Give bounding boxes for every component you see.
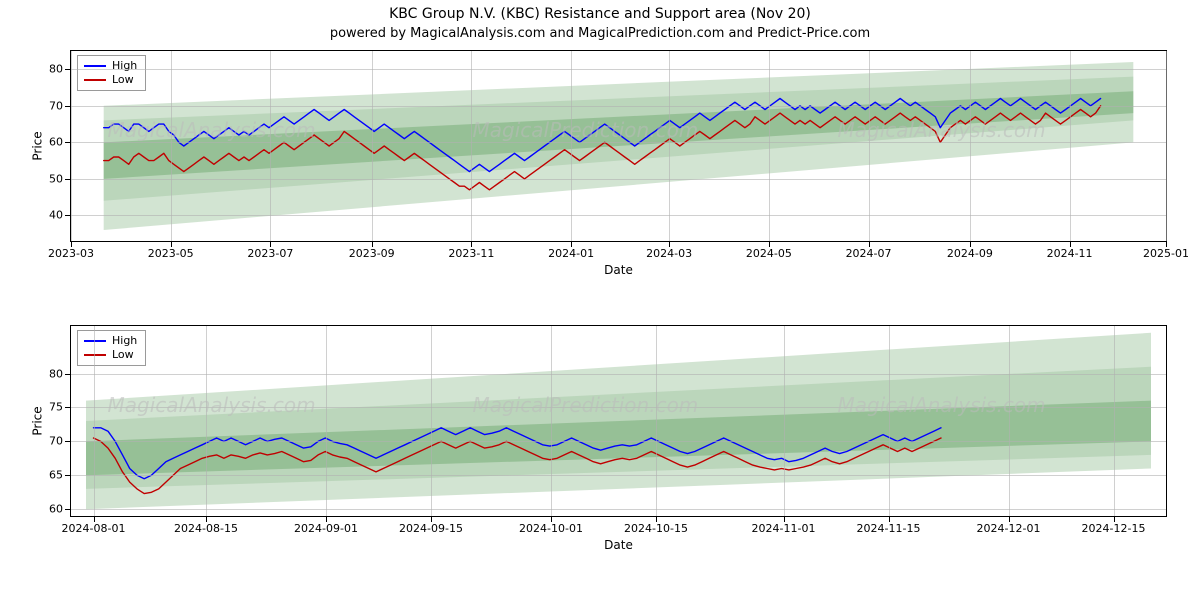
tick-x-label: 2024-07 xyxy=(846,247,892,260)
gridline-v xyxy=(471,51,472,241)
tick-x-label: 2023-03 xyxy=(48,247,94,260)
tick-x-label: 2024-09 xyxy=(947,247,993,260)
gridline-h xyxy=(71,179,1166,180)
y-axis-label-top: Price xyxy=(31,131,45,160)
y-axis-label-bottom: Price xyxy=(31,406,45,435)
legend-swatch-low xyxy=(84,79,106,81)
x-axis-label-bottom: Date xyxy=(71,538,1166,552)
plot-area-top xyxy=(71,51,1166,241)
tick-x-label: 2024-10-01 xyxy=(519,522,583,535)
gridline-v xyxy=(71,51,72,241)
legend-item-low: Low xyxy=(84,348,137,362)
gridline-v xyxy=(1166,51,1167,241)
gridline-h xyxy=(71,441,1166,442)
tick-x-label: 2024-12-15 xyxy=(1082,522,1146,535)
chart-title: KBC Group N.V. (KBC) Resistance and Supp… xyxy=(0,6,1200,22)
legend-item-high: High xyxy=(84,59,137,73)
tick-x-label: 2023-05 xyxy=(148,247,194,260)
tick-y-label: 80 xyxy=(49,367,63,380)
tick-y-label: 60 xyxy=(49,136,63,149)
gridline-v xyxy=(784,326,785,516)
legend-label-high: High xyxy=(112,59,137,73)
tick-x-label: 2024-03 xyxy=(646,247,692,260)
gridline-v xyxy=(171,51,172,241)
tick-y-label: 65 xyxy=(49,469,63,482)
figure: KBC Group N.V. (KBC) Resistance and Supp… xyxy=(0,0,1200,600)
legend-bottom: High Low xyxy=(77,330,146,366)
gridline-v xyxy=(869,51,870,241)
tick-y xyxy=(65,441,71,442)
gridline-v xyxy=(270,51,271,241)
gridline-v xyxy=(94,326,95,516)
legend-swatch-high xyxy=(84,65,106,67)
legend-label-high: High xyxy=(112,334,137,348)
gridline-h xyxy=(71,215,1166,216)
tick-x-label: 2024-09-01 xyxy=(294,522,358,535)
tick-x-label: 2024-08-15 xyxy=(174,522,238,535)
legend-label-low: Low xyxy=(112,73,134,87)
tick-x-label: 2023-09 xyxy=(349,247,395,260)
tick-x-label: 2024-09-15 xyxy=(399,522,463,535)
tick-y xyxy=(65,374,71,375)
gridline-h xyxy=(71,106,1166,107)
tick-x-label: 2024-05 xyxy=(746,247,792,260)
legend-item-high: High xyxy=(84,334,137,348)
tick-x-label: 2024-11-15 xyxy=(857,522,921,535)
tick-x-label: 2023-07 xyxy=(247,247,293,260)
gridline-v xyxy=(656,326,657,516)
gridline-v xyxy=(551,326,552,516)
legend-top: High Low xyxy=(77,55,146,91)
tick-y-label: 70 xyxy=(49,99,63,112)
tick-x-label: 2023-11 xyxy=(448,247,494,260)
gridline-h xyxy=(71,142,1166,143)
chart-subtitle: powered by MagicalAnalysis.com and Magic… xyxy=(0,26,1200,41)
tick-y xyxy=(65,475,71,476)
tick-x-label: 2024-11 xyxy=(1047,247,1093,260)
gridline-v xyxy=(431,326,432,516)
tick-x-label: 2024-10-15 xyxy=(624,522,688,535)
x-axis-label-top: Date xyxy=(71,263,1166,277)
tick-x-label: 2024-01 xyxy=(548,247,594,260)
gridline-v xyxy=(1009,326,1010,516)
gridline-v xyxy=(889,326,890,516)
tick-y-label: 40 xyxy=(49,209,63,222)
chart-panel-bottom: High Low Price Date 60657075802024-08-01… xyxy=(70,325,1167,517)
gridline-v xyxy=(1114,326,1115,516)
tick-y-label: 70 xyxy=(49,435,63,448)
tick-y-label: 60 xyxy=(49,503,63,516)
tick-x-label: 2025-01 xyxy=(1143,247,1189,260)
gridline-v xyxy=(372,51,373,241)
gridline-v xyxy=(970,51,971,241)
gridline-h xyxy=(71,475,1166,476)
tick-y-label: 80 xyxy=(49,63,63,76)
gridline-h xyxy=(71,407,1166,408)
tick-y xyxy=(65,407,71,408)
gridline-v xyxy=(571,51,572,241)
plot-area-bottom xyxy=(71,326,1166,516)
legend-label-low: Low xyxy=(112,348,134,362)
tick-y-label: 75 xyxy=(49,401,63,414)
tick-y-label: 50 xyxy=(49,172,63,185)
gridline-v xyxy=(769,51,770,241)
gridline-v xyxy=(1070,51,1071,241)
tick-x-label: 2024-11-01 xyxy=(752,522,816,535)
gridline-v xyxy=(206,326,207,516)
tick-x-label: 2024-12-01 xyxy=(977,522,1041,535)
legend-swatch-high xyxy=(84,340,106,342)
gridline-v xyxy=(669,51,670,241)
tick-y xyxy=(65,509,71,510)
chart-panel-top: High Low Price Date 40506070802023-03202… xyxy=(70,50,1167,242)
tick-x-label: 2024-08-01 xyxy=(62,522,126,535)
legend-item-low: Low xyxy=(84,73,137,87)
gridline-h xyxy=(71,69,1166,70)
legend-swatch-low xyxy=(84,354,106,356)
gridline-v xyxy=(326,326,327,516)
gridline-h xyxy=(71,509,1166,510)
gridline-h xyxy=(71,374,1166,375)
